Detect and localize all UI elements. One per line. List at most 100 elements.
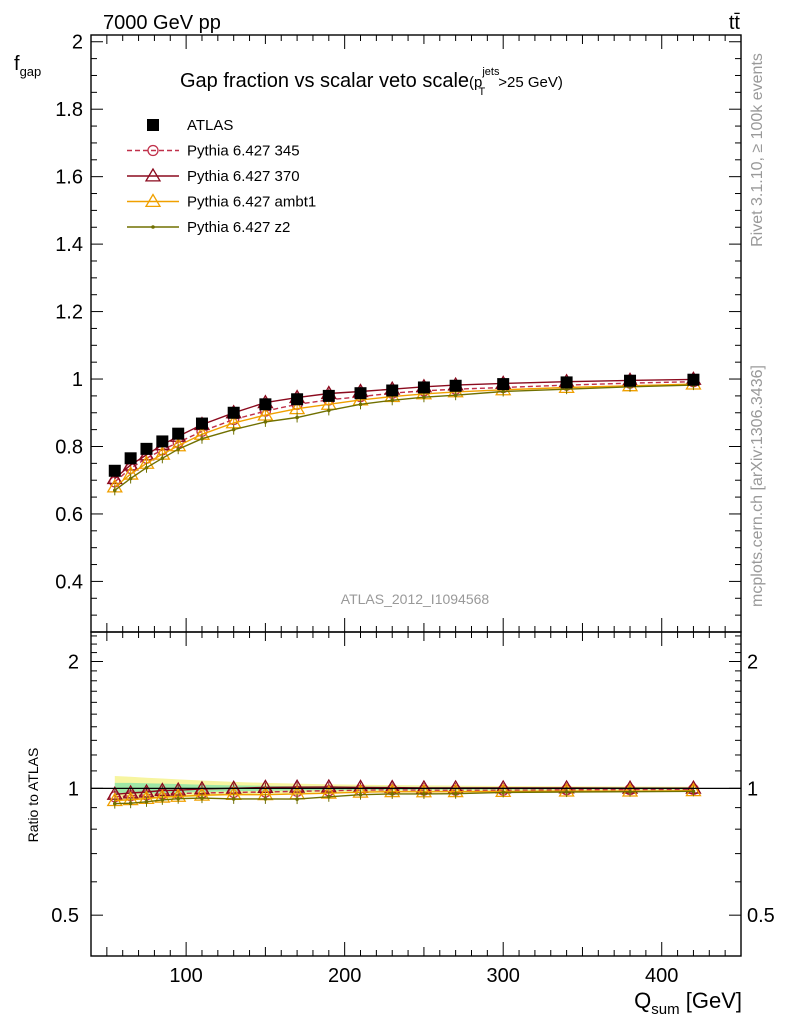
xtick-label: 400	[645, 965, 678, 987]
ratio-ytick-label-right: 1	[747, 778, 758, 800]
point-pythia-6-427-z2	[501, 389, 505, 394]
xlabel-main: Q	[634, 988, 651, 1013]
ratio-ytick-label: 0.5	[51, 905, 79, 927]
ratio-point-pythia-6-427-z2	[112, 801, 117, 806]
ratio-point-pythia-6-427-z2	[295, 797, 299, 801]
legend-marker	[147, 144, 159, 157]
top-ytick-label: 1.4	[55, 234, 83, 256]
ratio-point-pythia-6-427-z2	[263, 797, 268, 801]
legend-marker	[151, 225, 155, 229]
analysis-watermark: ATLAS_2012_I1094568	[341, 591, 490, 607]
ratio-point-pythia-6-427-z2	[144, 800, 149, 804]
ratio-ytick-label: 1	[68, 778, 79, 800]
xlabel-sub: sum	[651, 1001, 679, 1018]
point-pythia-6-427-z2	[160, 456, 165, 461]
top-ytick-label: 1.8	[55, 99, 83, 121]
ratio-point-pythia-6-427-z2	[327, 794, 331, 799]
ratio-point-pythia-6-427-z2	[628, 789, 632, 794]
ratio-point-pythia-6-427-z2	[231, 797, 236, 801]
series-line-pythia-6-427-345	[114, 381, 694, 483]
ratio-point-pythia-6-427-z2	[501, 790, 505, 795]
point-atlas	[497, 378, 510, 391]
point-pythia-6-427-z2	[176, 447, 180, 451]
point-atlas	[291, 393, 304, 406]
ratio-ytick-label-right: 0.5	[747, 905, 775, 927]
ratio-point-pythia-6-427-z2	[422, 792, 426, 796]
title-suffix-close: >25 GeV)	[498, 74, 563, 91]
point-atlas	[417, 381, 430, 394]
ratio-point-pythia-6-427-z2	[453, 791, 458, 796]
ratio-point-pythia-6-427-z2	[564, 790, 569, 794]
xlabel-unit: [GeV]	[680, 988, 742, 1013]
point-pythia-6-427-z2	[112, 488, 117, 493]
legend-label: Pythia 6.427 345	[187, 143, 300, 160]
point-pythia-6-427-z2	[358, 402, 363, 407]
xtick-label: 100	[169, 965, 202, 987]
top-ytick-label: 1.6	[55, 167, 83, 189]
energy-label: 7000 GeV pp	[103, 12, 221, 34]
ratio-line-pythia-6-427-ambt1	[114, 790, 694, 802]
rivet-label: Rivet 3.1.10, ≥ 100k events	[749, 53, 766, 247]
point-atlas	[449, 379, 462, 392]
bottom-frame	[90, 631, 742, 957]
point-pythia-6-427-z2	[453, 393, 458, 398]
ratio-panel: 0.5 0.5 1 1 2 2 100 200 300 400 Ratio to ATLAS Q…	[25, 631, 775, 1018]
top-ylabel-sub: gap	[20, 64, 42, 79]
ratio-ytick-label: 2	[68, 652, 79, 674]
legend: ATLAS Pythia 6.427 345 Pythia 6.427 370 Pyt…	[127, 117, 316, 236]
point-atlas	[172, 427, 185, 440]
title-suffix-sub: T	[478, 86, 485, 98]
point-atlas	[227, 406, 240, 419]
point-pythia-6-427-z2	[128, 476, 133, 481]
series-line-pythia-6-427-z2	[114, 384, 694, 491]
top-ytick-label: 1	[72, 369, 83, 391]
top-ytick-label: 0.4	[55, 571, 83, 593]
ratio-line-pythia-6-427-z2	[114, 790, 694, 805]
ratio-point-pythia-6-427-z2	[200, 796, 204, 800]
top-ylabel: fgap	[14, 53, 41, 79]
point-atlas	[687, 373, 700, 386]
top-ytick-label: 1.2	[55, 302, 83, 324]
ratio-point-pythia-6-427-z2	[128, 801, 133, 805]
legend-label: ATLAS	[187, 117, 233, 134]
legend-label: Pythia 6.427 ambt1	[187, 194, 316, 211]
title-suffix-open: (p	[469, 74, 482, 91]
point-atlas	[156, 435, 169, 448]
top-ytick-label: 0.8	[55, 436, 83, 458]
point-pythia-6-427-z2	[231, 427, 236, 432]
legend-label: Pythia 6.427 z2	[187, 219, 290, 236]
series-line-pythia-6-427-ambt1	[114, 383, 694, 488]
top-ytick-label: 0.6	[55, 504, 83, 526]
top-ytick-label: 2	[72, 32, 83, 54]
point-atlas	[108, 464, 121, 477]
xtick-label: 200	[328, 965, 361, 987]
point-atlas	[124, 452, 137, 465]
xtick-label: 300	[487, 965, 520, 987]
ratio-point-pythia-6-427-z2	[358, 792, 363, 797]
point-atlas	[322, 389, 335, 402]
point-pythia-6-427-z2	[390, 398, 395, 403]
point-pythia-6-427-z2	[327, 408, 331, 413]
chart-title: Gap fraction vs scalar veto scale(pjets T…	[180, 66, 563, 98]
legend-marker	[144, 167, 162, 182]
point-atlas	[140, 442, 153, 455]
ratio-ylabel: Ratio to ATLAS	[25, 748, 41, 843]
point-atlas	[560, 376, 573, 389]
point-pythia-6-427-z2	[263, 420, 268, 424]
point-pythia-6-427-z2	[200, 436, 204, 441]
top-ylabel-main: f	[14, 53, 20, 75]
title-suffix-sup: jets	[481, 66, 500, 78]
point-atlas	[624, 374, 637, 387]
gap-fraction-panel: 0.4 0.6 0.8 1 1.2 1.4 1.6 1.8 2 fgap Gap fractio…	[14, 32, 742, 633]
ratio-point-pythia-6-427-z2	[176, 796, 180, 801]
legend-label: Pythia 6.427 370	[187, 168, 300, 185]
process-label: tt̄	[729, 12, 741, 34]
xlabel: Qsum [GeV]	[634, 988, 742, 1018]
legend-marker	[147, 119, 159, 131]
ratio-ytick-label-right: 2	[747, 652, 758, 674]
point-atlas	[386, 384, 399, 397]
point-atlas	[259, 398, 272, 411]
point-pythia-6-427-z2	[422, 395, 426, 400]
point-pythia-6-427-z2	[144, 465, 149, 470]
